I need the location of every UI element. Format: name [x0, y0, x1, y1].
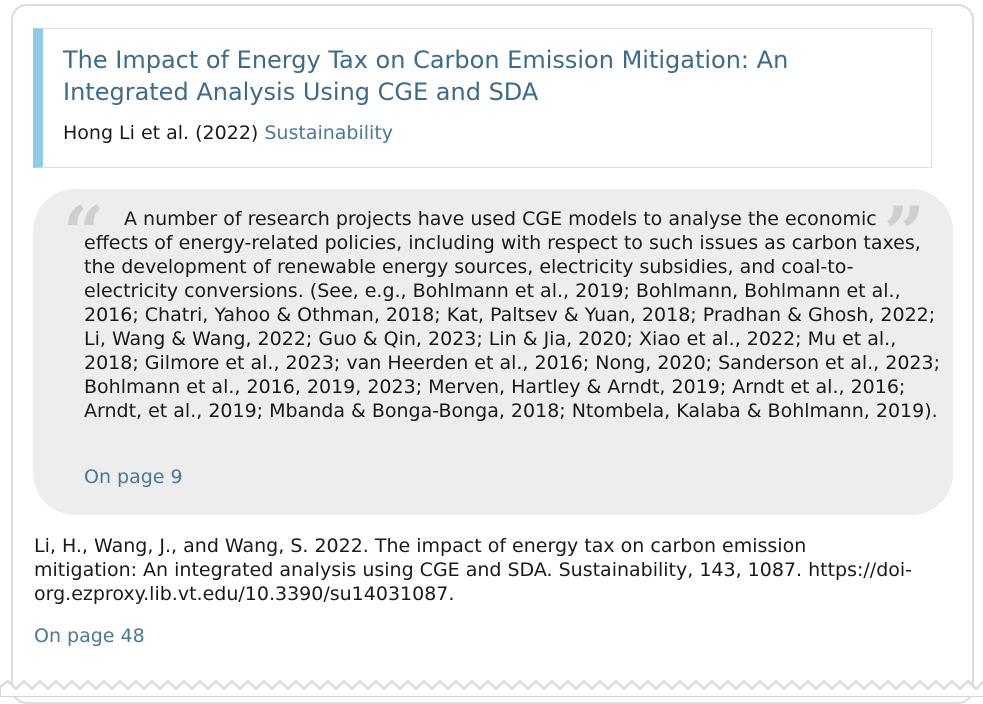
- paper-authors-year: Hong Li et al. (2022): [63, 122, 258, 144]
- quote-text: A number of research projects have used …: [84, 207, 944, 423]
- paper-header: The Impact of Energy Tax on Carbon Emiss…: [33, 28, 932, 168]
- citation-card: The Impact of Energy Tax on Carbon Emiss…: [11, 4, 974, 704]
- paper-title[interactable]: The Impact of Energy Tax on Carbon Emiss…: [63, 44, 913, 108]
- quote-block: “ ” A number of research projects have u…: [33, 189, 953, 515]
- paper-journal-link[interactable]: Sustainability: [264, 122, 393, 144]
- reference-text: Li, H., Wang, J., and Wang, S. 2022. The…: [34, 534, 914, 606]
- torn-edge-divider: [0, 679, 983, 697]
- paper-meta: Hong Li et al. (2022) Sustainability: [63, 121, 393, 145]
- quote-page-link[interactable]: On page 9: [84, 466, 183, 488]
- reference-page-link[interactable]: On page 48: [34, 625, 145, 647]
